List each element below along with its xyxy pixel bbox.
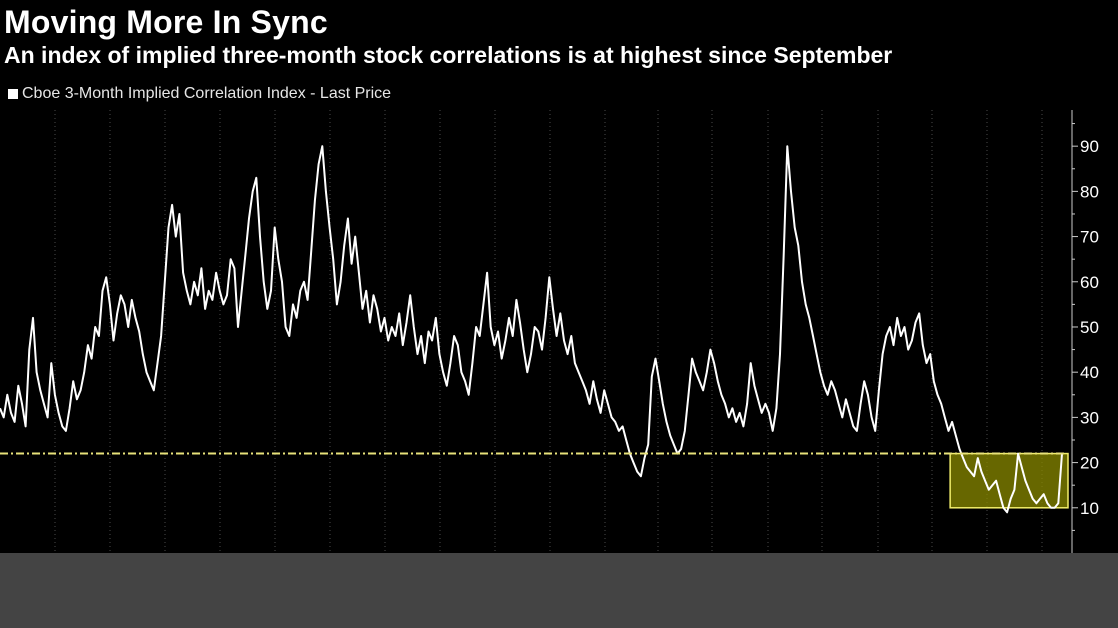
y-tick-label: 90	[1080, 137, 1099, 156]
y-tick-label: 10	[1080, 499, 1099, 518]
legend: Cboe 3-Month Implied Correlation Index -…	[8, 84, 391, 104]
y-tick-label: 30	[1080, 408, 1099, 427]
y-axis: 10 20 30 40 50 60 70 80 90	[1071, 110, 1099, 553]
y-tick-label: 50	[1080, 318, 1099, 337]
series-line	[0, 145, 1063, 514]
y-tick-label: 20	[1080, 454, 1099, 473]
highlight-box	[949, 452, 1069, 509]
series-line-path	[0, 145, 1063, 514]
legend-label: Cboe 3-Month Implied Correlation Index -…	[22, 85, 392, 102]
chart-title: Moving More In Sync	[4, 4, 328, 40]
y-tick-label: 40	[1080, 363, 1099, 382]
y-tick-label: 60	[1080, 273, 1099, 292]
legend-swatch-icon	[8, 89, 18, 99]
grid-lines	[54, 110, 1043, 553]
y-tick-label: 80	[1080, 182, 1099, 201]
chart-subtitle: An index of implied three-month stock co…	[4, 42, 893, 68]
y-tick-label: 70	[1080, 228, 1099, 247]
highlight-rect	[949, 452, 1069, 509]
bottom-band	[0, 553, 1118, 628]
